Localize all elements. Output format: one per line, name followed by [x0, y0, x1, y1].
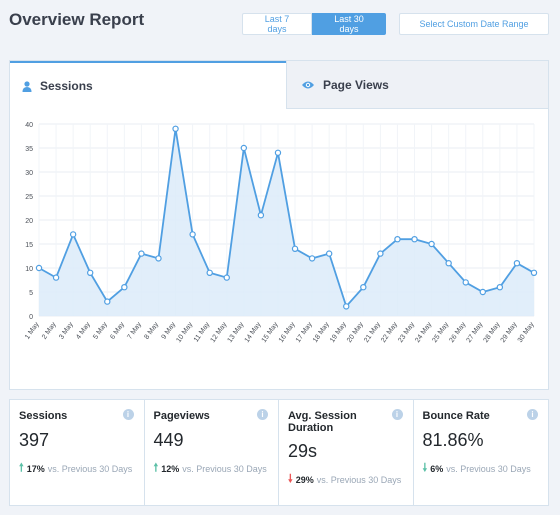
data-point: [172, 125, 179, 133]
data-point: [206, 269, 213, 276]
data-point: [428, 240, 435, 248]
x-tick-label: 10 May: [175, 321, 194, 344]
stat-compare-label: vs. Previous 30 Days: [182, 463, 267, 474]
tab-sessions[interactable]: Sessions: [10, 61, 286, 109]
stat-value: 81.86%: [422, 430, 484, 450]
arrow-up-icon: 🠕: [19, 462, 24, 474]
stat-sessions: Sessions i 397 🠕 17% vs. Previous 30 Day…: [10, 400, 145, 505]
y-tick-label: 25: [25, 194, 33, 201]
stat-compare-label: vs. Previous 30 Days: [446, 463, 531, 474]
data-point: [360, 283, 367, 291]
stat-compare-label: vs. Previous 30 Days: [47, 463, 133, 474]
x-tick-label: 9 May: [161, 321, 178, 341]
x-tick-label: 1 May: [24, 321, 41, 341]
stat-change: 🠗 29% vs. Previous 30 Days: [288, 470, 404, 489]
custom-date-range-button[interactable]: Select Custom Date Range: [399, 13, 549, 35]
y-tick-label: 40: [25, 122, 33, 129]
last-30-days-button[interactable]: Last 30 days: [312, 13, 386, 35]
stat-change: 🠕 12% vs. Previous 30 Days: [154, 459, 270, 478]
y-tick-label: 20: [25, 218, 33, 225]
data-point: [513, 259, 521, 267]
report-panel: Page Views Sessions 0 5 10 15 20 25 30 35 40 1 Ma…: [9, 60, 549, 390]
last-7-days-button[interactable]: Last 7 days: [242, 13, 312, 35]
y-tick-label: 15: [25, 242, 33, 249]
data-point: [530, 269, 538, 276]
stat-value: 29s: [288, 441, 318, 461]
user-icon: [22, 80, 32, 92]
data-point: [325, 250, 333, 257]
x-tick-label: 7 May: [126, 321, 143, 341]
data-point: [52, 274, 60, 281]
data-point: [138, 250, 145, 257]
stat-change-percent: 6%: [430, 463, 444, 474]
data-point: [479, 288, 486, 296]
data-point: [104, 298, 111, 305]
stat-value: 397: [19, 430, 50, 450]
x-tick-label: 8 May: [143, 321, 160, 341]
sessions-line: [38, 128, 535, 309]
data-point: [343, 303, 350, 310]
stat-change-percent: 29%: [295, 474, 314, 485]
info-icon[interactable]: i: [527, 409, 538, 420]
data-point: [257, 211, 265, 219]
data-point: [496, 283, 504, 291]
x-tick-label: 5 May: [92, 321, 109, 341]
y-tick-label: 5: [29, 290, 33, 297]
data-point: [223, 274, 230, 281]
stat-change: 🠗 6% vs. Previous 30 Days: [423, 459, 540, 478]
page-title: Overview Report: [9, 10, 145, 29]
data-point: [189, 231, 196, 238]
stat-title: Pageviews: [153, 410, 210, 422]
x-tick-label: 30 May: [517, 321, 536, 344]
stat-change-percent: 12%: [161, 463, 180, 474]
x-tick-label: 6 May: [109, 321, 126, 341]
date-range-toggle: Last 7 days Last 30 days: [242, 13, 386, 35]
stat-avg-session-duration: Avg. Session Duration i 29s 🠗 29% vs. Pr…: [279, 400, 414, 505]
x-tick-label: 4 May: [75, 321, 92, 341]
tab-bar: Page Views Sessions: [10, 61, 548, 109]
data-point: [155, 255, 162, 262]
eye-icon: [302, 81, 314, 88]
stat-compare-label: vs. Previous 30 Days: [316, 474, 402, 485]
data-point: [240, 144, 248, 152]
stat-value: 449: [153, 430, 184, 450]
stat-pageviews: Pageviews i 449 🠕 12% vs. Previous 30 Da…: [145, 400, 279, 505]
y-tick-label: 10: [25, 266, 33, 273]
data-point: [394, 235, 401, 243]
data-point: [121, 283, 128, 291]
arrow-down-icon: 🠗: [422, 462, 428, 474]
x-tick-label: 2 May: [41, 321, 58, 341]
data-point: [69, 231, 77, 238]
data-point: [87, 269, 94, 276]
sessions-area: [39, 128, 534, 316]
stat-title: Sessions: [19, 410, 68, 422]
y-tick-label: 30: [25, 170, 33, 177]
data-point: [308, 255, 316, 262]
arrow-up-icon: 🠕: [153, 462, 159, 474]
stat-change-percent: 17%: [26, 463, 45, 474]
stat-title: Avg. Session Duration: [288, 410, 357, 434]
arrow-down-icon: 🠗: [288, 473, 293, 485]
y-tick-label: 0: [29, 314, 33, 321]
data-point: [411, 235, 418, 243]
stats-row: Sessions i 397 🠕 17% vs. Previous 30 Day…: [9, 399, 549, 506]
y-tick-label: 35: [25, 146, 33, 153]
data-point: [291, 245, 299, 252]
info-icon[interactable]: i: [257, 409, 268, 420]
x-tick-label: 3 May: [58, 321, 75, 341]
stat-title: Bounce Rate: [422, 410, 490, 422]
stat-bounce-rate: Bounce Rate i 81.86% 🠗 6% vs. Previous 3…: [414, 400, 549, 505]
tab-sessions-label: Sessions: [40, 79, 93, 93]
info-icon[interactable]: i: [391, 409, 403, 420]
stat-change: 🠕 17% vs. Previous 30 Days: [19, 459, 135, 478]
info-icon[interactable]: i: [122, 409, 134, 420]
data-point: [377, 250, 384, 257]
sessions-chart: 0 5 10 15 20 25 30 35 40 1 May 2 May 3 May 4 May 5 Ma…: [24, 122, 538, 344]
tab-page-views[interactable]: Page Views: [286, 61, 548, 109]
data-point: [274, 149, 282, 157]
data-point: [462, 279, 469, 286]
data-point: [445, 259, 452, 267]
tab-page-views-label: Page Views: [323, 77, 389, 92]
data-point: [35, 264, 43, 272]
